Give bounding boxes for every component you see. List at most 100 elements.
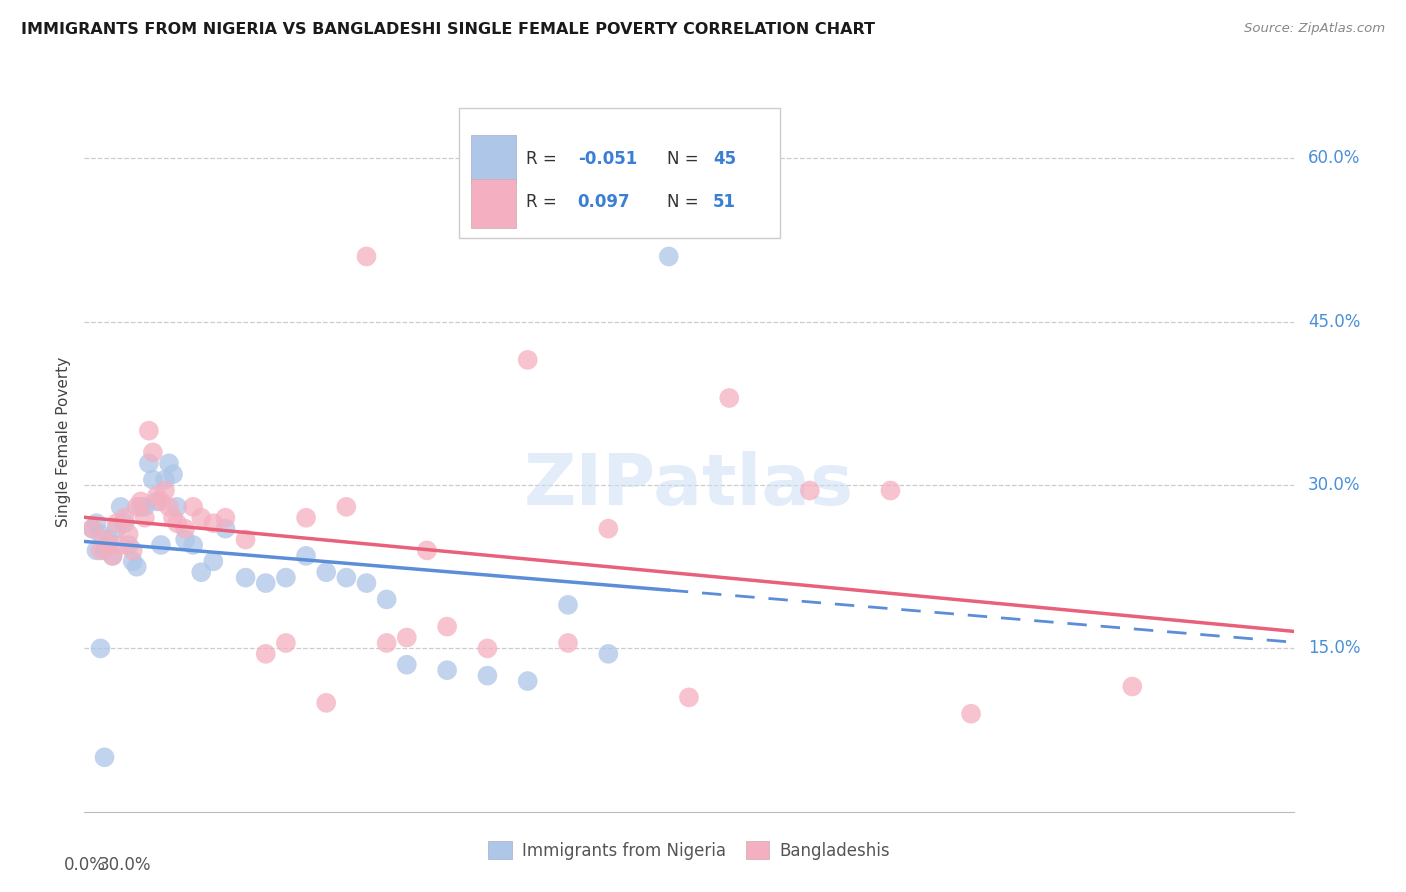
Text: R =: R =: [526, 150, 562, 168]
Point: [105, 522, 128, 536]
Point: [105, 516, 128, 531]
Point: [129, 500, 152, 514]
Point: [395, 657, 418, 672]
Point: [93, 750, 115, 764]
Point: [436, 619, 458, 633]
Point: [129, 494, 152, 508]
Point: [118, 527, 141, 541]
Point: [166, 500, 188, 514]
Point: [202, 554, 225, 568]
Text: N =: N =: [668, 150, 704, 168]
Point: [86, 543, 108, 558]
Text: 45.0%: 45.0%: [1308, 313, 1361, 331]
Point: [598, 647, 620, 661]
Point: [879, 483, 901, 498]
Point: [718, 391, 741, 405]
Point: [162, 467, 184, 482]
Text: 30.0%: 30.0%: [1308, 476, 1361, 494]
Point: [134, 510, 156, 524]
Point: [516, 674, 538, 689]
Point: [799, 483, 821, 498]
FancyBboxPatch shape: [471, 179, 516, 228]
Point: [149, 538, 172, 552]
Point: [82, 522, 104, 536]
Text: 0.097: 0.097: [578, 194, 630, 211]
Text: IMMIGRANTS FROM NIGERIA VS BANGLADESHI SINGLE FEMALE POVERTY CORRELATION CHART: IMMIGRANTS FROM NIGERIA VS BANGLADESHI S…: [21, 22, 875, 37]
Point: [162, 510, 184, 524]
Point: [557, 636, 579, 650]
Point: [254, 647, 277, 661]
Point: [93, 533, 115, 547]
Point: [93, 543, 115, 558]
Point: [121, 543, 143, 558]
Point: [214, 522, 236, 536]
Y-axis label: Single Female Poverty: Single Female Poverty: [56, 357, 72, 526]
Point: [335, 500, 357, 514]
Point: [598, 522, 620, 536]
Point: [375, 592, 398, 607]
Point: [138, 424, 160, 438]
Point: [114, 510, 136, 524]
Point: [142, 445, 165, 459]
Point: [101, 549, 124, 563]
Point: [174, 533, 197, 547]
Point: [235, 571, 257, 585]
Text: 0.0%: 0.0%: [63, 856, 105, 874]
Point: [356, 576, 378, 591]
Point: [477, 641, 499, 656]
Text: N =: N =: [668, 194, 704, 211]
Text: 45: 45: [713, 150, 737, 168]
Point: [97, 538, 120, 552]
Point: [190, 565, 212, 579]
Point: [142, 473, 165, 487]
Point: [146, 489, 169, 503]
Point: [82, 522, 104, 536]
FancyBboxPatch shape: [471, 135, 516, 184]
Point: [315, 565, 337, 579]
Text: 60.0%: 60.0%: [1308, 150, 1361, 168]
Point: [274, 636, 297, 650]
Point: [146, 494, 169, 508]
Point: [516, 352, 538, 367]
Text: 15.0%: 15.0%: [1308, 640, 1361, 657]
Point: [190, 510, 212, 524]
Point: [125, 500, 148, 514]
Point: [121, 554, 143, 568]
Point: [134, 500, 156, 514]
Point: [114, 516, 136, 531]
Point: [295, 549, 318, 563]
Point: [174, 522, 197, 536]
Legend: Immigrants from Nigeria, Bangladeshis: Immigrants from Nigeria, Bangladeshis: [482, 835, 896, 866]
Point: [202, 516, 225, 531]
Point: [214, 510, 236, 524]
Point: [335, 571, 357, 585]
Point: [149, 494, 172, 508]
Point: [118, 538, 141, 552]
Point: [416, 543, 439, 558]
FancyBboxPatch shape: [460, 109, 780, 238]
Point: [235, 533, 257, 547]
Point: [138, 456, 160, 470]
Point: [157, 500, 180, 514]
Point: [395, 631, 418, 645]
Point: [153, 483, 176, 498]
Text: Source: ZipAtlas.com: Source: ZipAtlas.com: [1244, 22, 1385, 36]
Point: [89, 527, 111, 541]
Point: [157, 456, 180, 470]
Point: [274, 571, 297, 585]
Point: [97, 533, 120, 547]
Point: [436, 663, 458, 677]
Point: [110, 538, 132, 552]
Point: [125, 559, 148, 574]
Point: [658, 249, 681, 264]
Point: [86, 516, 108, 531]
Point: [89, 543, 111, 558]
Point: [375, 636, 398, 650]
Point: [254, 576, 277, 591]
Point: [110, 500, 132, 514]
Point: [101, 549, 124, 563]
Text: 51: 51: [713, 194, 737, 211]
Point: [181, 538, 204, 552]
Point: [960, 706, 983, 721]
Point: [295, 510, 318, 524]
